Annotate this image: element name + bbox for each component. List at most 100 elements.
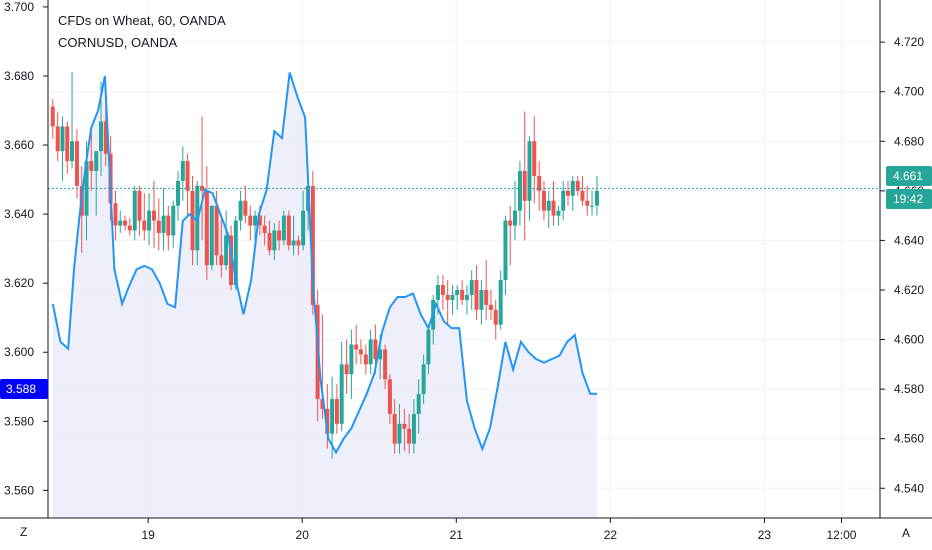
candle-body: [55, 126, 60, 152]
candle-body: [325, 408, 330, 434]
candle-body: [320, 399, 325, 409]
candle-body: [229, 235, 234, 286]
candle-body: [137, 190, 142, 221]
left-price-axis[interactable]: 3.700 3.680 3.660 3.640 3.620 3.600 3.580 3.560: [4, 0, 48, 497]
auto-scale-button[interactable]: A: [902, 526, 910, 540]
candle-body: [421, 364, 426, 395]
time-tick-label: 23: [758, 528, 772, 542]
candle: [532, 116, 537, 204]
candle: [267, 220, 272, 256]
time-tick-label: 22: [604, 528, 618, 542]
candle: [450, 285, 455, 315]
candle-body: [590, 205, 595, 207]
left-value-badge: 3.588: [0, 379, 48, 399]
candle-body: [556, 210, 561, 216]
candle: [498, 270, 503, 330]
candle: [512, 180, 517, 241]
candle-body: [512, 210, 517, 226]
candle: [161, 188, 166, 251]
candle-body: [281, 215, 286, 241]
left-tick-label: 3.700: [4, 0, 34, 14]
candle: [546, 190, 551, 229]
candle-body: [330, 399, 335, 434]
candle-body: [267, 232, 272, 251]
candle: [368, 329, 373, 375]
candle: [566, 180, 570, 206]
candle: [147, 193, 152, 246]
candle-body: [445, 294, 450, 300]
candle-body: [363, 354, 368, 365]
scale-button-right-label: A: [902, 526, 910, 540]
chart-title: CFDs on Wheat, 60, OANDA: [58, 13, 226, 28]
candle-body: [224, 235, 229, 266]
candle-body: [455, 289, 460, 295]
candle-body: [127, 225, 132, 231]
candle-body: [479, 289, 484, 310]
candle-body: [464, 294, 469, 300]
candle: [272, 223, 277, 261]
candle-body: [407, 428, 412, 444]
candle-body: [522, 171, 527, 201]
right-price-axis[interactable]: 4.7204.7004.6804.6604.6404.6204.6004.580…: [880, 35, 924, 495]
candle: [488, 289, 493, 320]
candle: [185, 153, 190, 216]
candle-body: [248, 215, 253, 226]
candle-body: [147, 210, 152, 231]
candle-body: [334, 399, 339, 424]
right-tick-label: 4.600: [894, 333, 924, 347]
candle-body: [99, 121, 104, 152]
candle: [556, 205, 561, 226]
candle-body: [296, 240, 301, 246]
candle: [301, 190, 306, 251]
candle: [219, 215, 224, 278]
candle-body: [257, 215, 262, 226]
candle-body: [493, 309, 498, 325]
candle: [392, 399, 397, 454]
candle: [190, 175, 195, 266]
candle-body: [354, 344, 359, 350]
candle: [541, 180, 546, 221]
candle-body: [349, 344, 354, 375]
candle: [570, 175, 575, 211]
candle: [455, 285, 460, 310]
candle-body: [503, 220, 508, 281]
time-axis[interactable]: 19 20 21 22 23 12:00: [141, 518, 857, 542]
candle: [594, 175, 599, 216]
left-tick-label: 3.660: [4, 138, 34, 152]
candle: [426, 324, 431, 375]
left-scale-button[interactable]: Z: [20, 525, 27, 539]
candle: [358, 339, 363, 365]
candle: [402, 408, 407, 452]
candle: [50, 99, 55, 139]
candle-body: [84, 161, 89, 216]
candle: [383, 344, 388, 390]
candle: [243, 185, 248, 224]
candle-body: [594, 190, 599, 206]
candle-body: [180, 161, 185, 181]
candle-body: [209, 205, 214, 266]
candle-body: [113, 203, 118, 226]
candle: [479, 280, 484, 325]
overlay-area-fill: [52, 72, 598, 518]
candle: [517, 161, 522, 226]
candle: [474, 265, 479, 320]
candle-body: [498, 280, 503, 325]
candle-body: [301, 210, 306, 246]
candle: [60, 116, 65, 181]
candle: [440, 275, 445, 310]
candle-body: [580, 190, 585, 201]
candle: [445, 280, 450, 325]
candle: [522, 111, 527, 241]
candle: [421, 354, 426, 404]
right-price-text: 4.661: [893, 169, 923, 183]
candle: [296, 235, 301, 256]
candle-body: [551, 200, 556, 216]
candle-body: [416, 394, 421, 414]
candle-body: [94, 151, 99, 172]
candle-body: [392, 413, 397, 444]
time-tick-label: 19: [141, 528, 155, 542]
candle: [156, 198, 161, 251]
candle: [464, 285, 469, 315]
candle: [291, 215, 296, 256]
